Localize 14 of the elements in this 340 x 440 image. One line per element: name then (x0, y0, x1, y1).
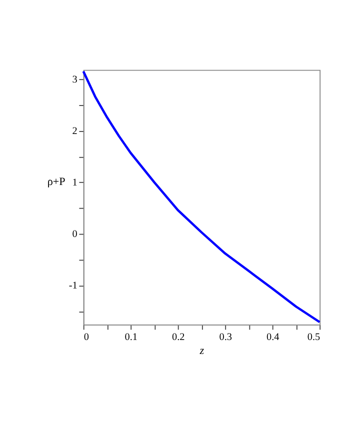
x-tick-label: 0 (84, 332, 89, 343)
y-tick-label: 1 (72, 178, 78, 189)
y-tick-label: 3 (72, 74, 78, 86)
x-tick-label: 0.3 (219, 332, 232, 343)
y-tick-label: 0 (72, 229, 78, 240)
x-tick-label: 0.5 (307, 332, 320, 343)
x-tick-label: 0.4 (266, 332, 280, 343)
y-tick-label: -1 (68, 280, 78, 292)
x-axis-title: z (198, 344, 205, 357)
x-tick-label: 0.1 (124, 332, 138, 343)
x-tick-label: 0.2 (172, 332, 185, 343)
line-series (82, 70, 321, 324)
y-tick-label: 2 (72, 126, 78, 137)
y-axis-title: ρ+P (47, 176, 66, 188)
